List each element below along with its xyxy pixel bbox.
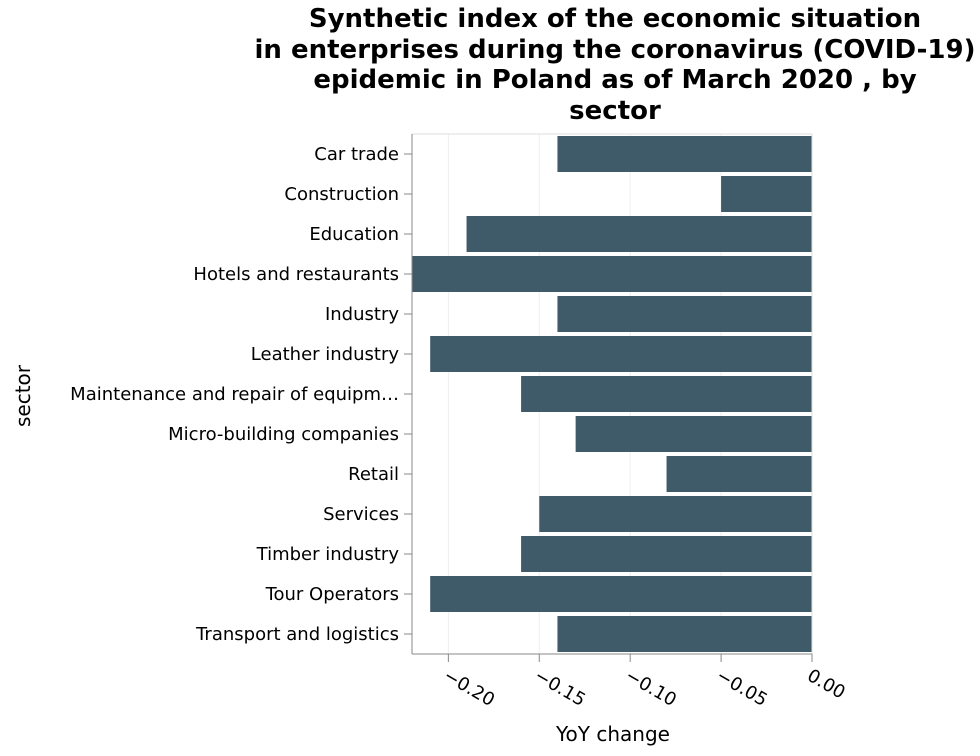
bar [521,376,812,412]
bar [557,136,812,172]
x-axis-title: YoY change [555,722,670,746]
y-tick-label: Leather industry [251,344,400,365]
y-tick-label: Hotels and restaurants [193,264,399,285]
bar [521,536,812,572]
x-tick-label: −0.20 [440,665,498,711]
y-axis-title: sector [11,364,35,427]
x-tick-label: −0.10 [622,665,680,711]
bar [430,576,812,612]
bar [539,496,812,532]
bar [412,256,812,292]
y-tick-label: Timber industry [256,544,400,565]
bar [575,416,812,452]
y-tick-label: Car trade [314,144,399,165]
chart-title-line: epidemic in Poland as of March 2020 , by [313,65,917,95]
bar [430,336,812,372]
bar [557,616,812,652]
chart-title: Synthetic index of the economic situatio… [250,4,980,126]
y-tick-label: Retail [348,464,399,485]
y-tick-label: Transport and logistics [195,624,399,645]
chart-title-line: sector [569,95,661,126]
bar [557,296,812,332]
y-tick-label: Services [323,504,399,525]
y-tick-label: Industry [325,304,399,325]
y-tick-label: Tour Operators [265,584,399,605]
bar [721,176,812,212]
chart-title-line: Synthetic index of the economic situatio… [308,4,922,34]
bar [466,216,812,252]
x-tick-label: −0.05 [713,665,771,711]
x-tick-label: −0.15 [531,665,589,711]
y-tick-label: Education [309,224,399,245]
chart-title-line: in enterprises during the coronavirus (C… [254,34,976,65]
bar [666,456,812,492]
x-tick-label: 0.00 [804,665,849,703]
y-tick-label: Construction [284,184,399,205]
y-tick-label: Micro-building companies [168,424,399,445]
bars [412,136,812,652]
y-tick-label: Maintenance and repair of equipm… [70,384,399,405]
